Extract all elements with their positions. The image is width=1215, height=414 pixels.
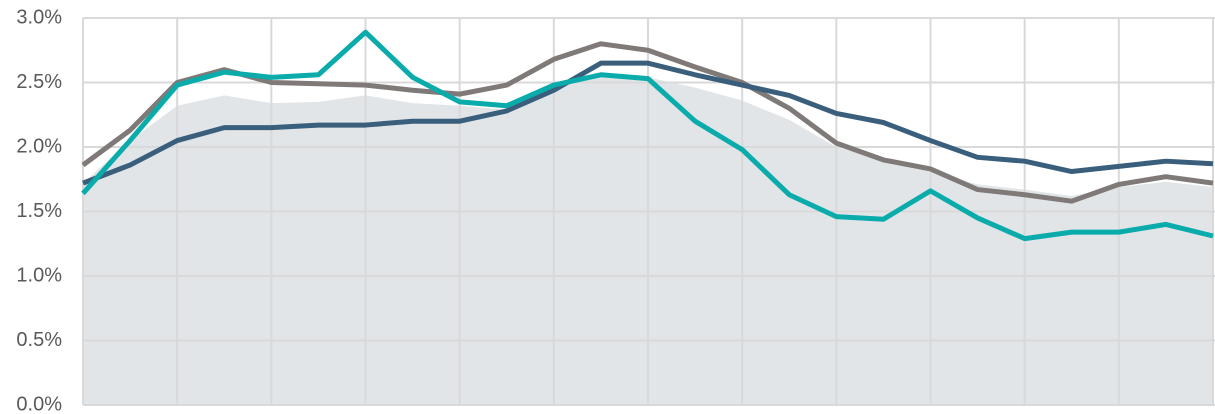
line xyxy=(81,41,1214,204)
y-tick-label: 3.0% xyxy=(16,6,62,28)
y-tick-label: 0.0% xyxy=(16,393,62,414)
line xyxy=(82,60,1214,186)
y-tick-label: 1.0% xyxy=(16,264,62,286)
y-tick-label: 2.0% xyxy=(16,135,62,157)
line xyxy=(81,29,1214,242)
y-tick-label: 1.5% xyxy=(16,200,62,222)
y-tick-label: 0.5% xyxy=(16,329,62,351)
y-tick-label: 2.5% xyxy=(16,71,62,93)
